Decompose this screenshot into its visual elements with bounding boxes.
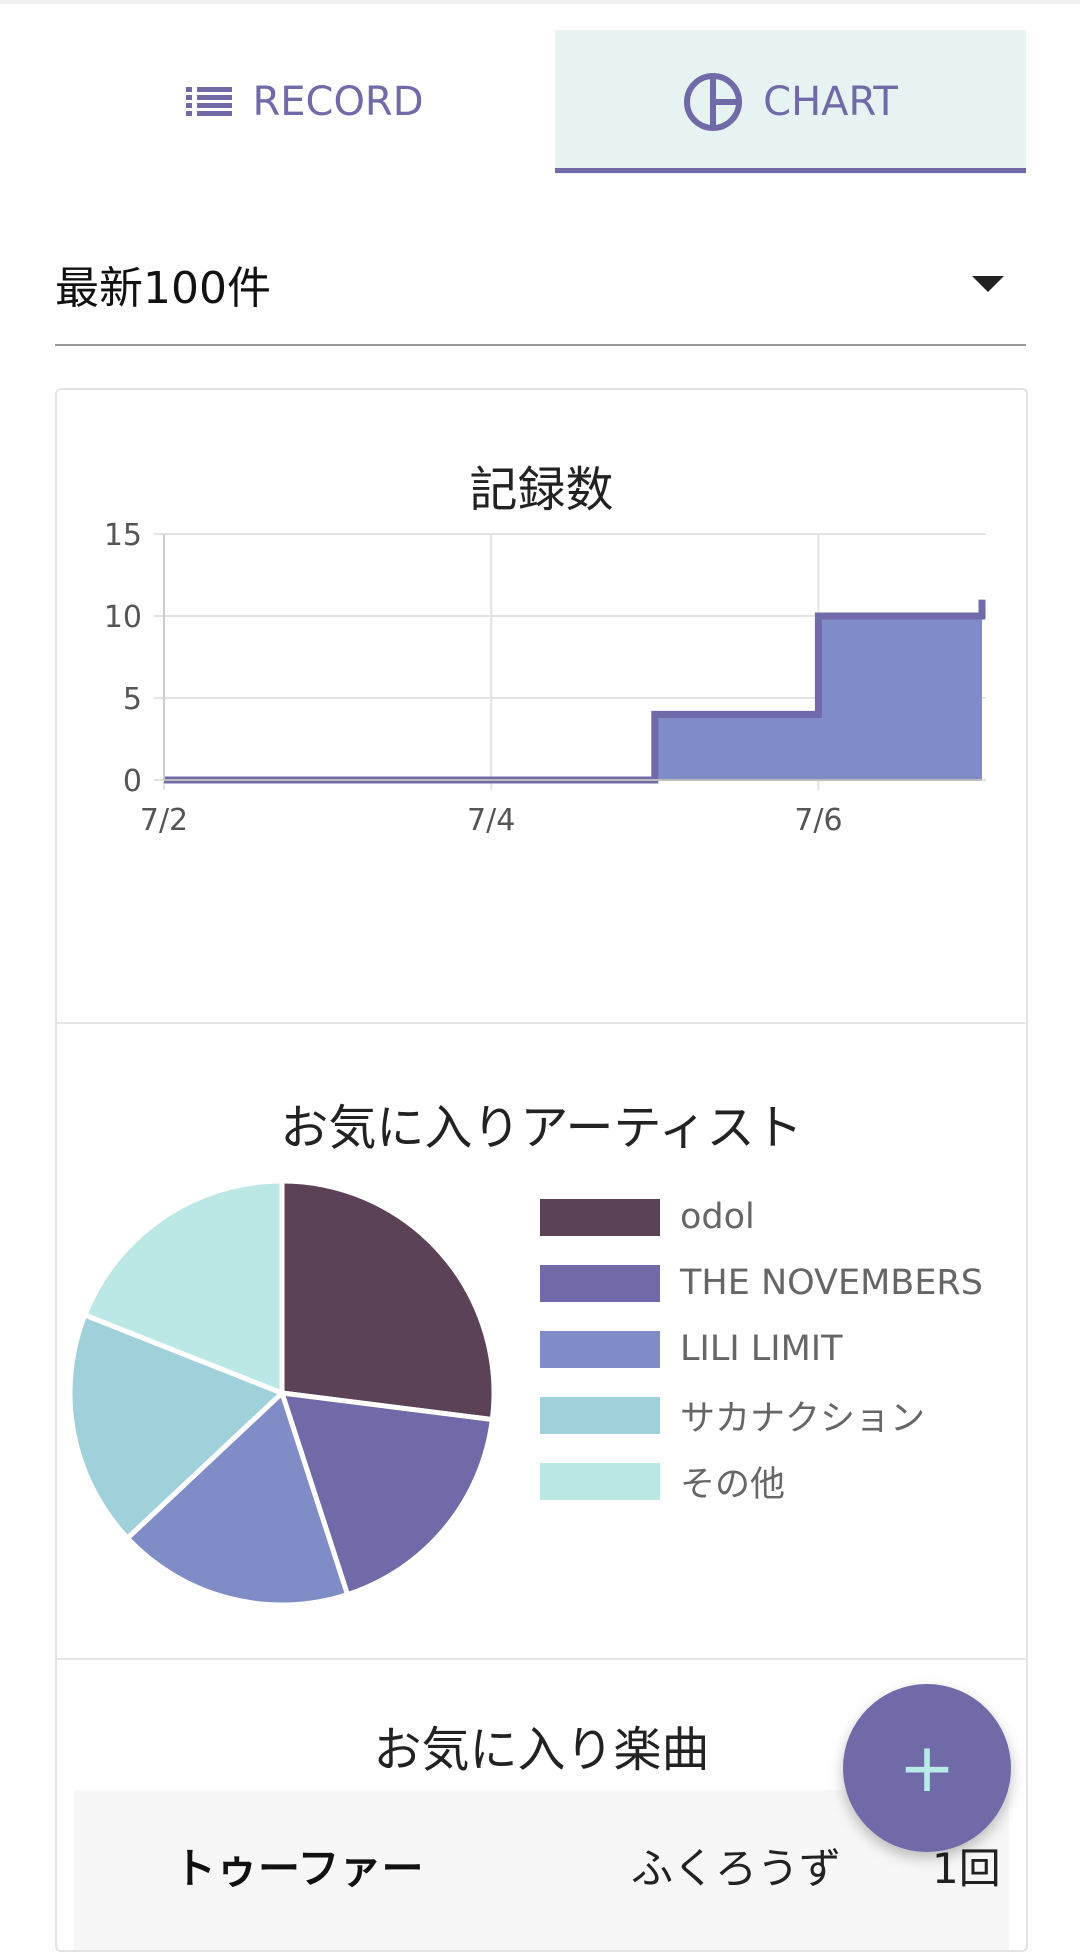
pie-slice-1	[278, 1390, 496, 1598]
x-tick-label: 7/2	[140, 803, 188, 838]
pie-slice-3	[67, 1311, 287, 1542]
legend-item: その他	[540, 1448, 983, 1514]
legend-label: THE NOVEMBERS	[680, 1263, 983, 1303]
legend-label: その他	[680, 1464, 786, 1505]
legend-label: odol	[680, 1197, 755, 1237]
plus-icon: +	[898, 1728, 956, 1808]
legend-item: サカナクション	[540, 1382, 983, 1448]
x-tick-label: 7/4	[467, 803, 515, 838]
add-record-button[interactable]: +	[843, 1684, 1011, 1852]
legend-label: サカナクション	[680, 1398, 926, 1439]
y-tick-label: 10	[104, 600, 142, 635]
range-select-value: 最新100件	[55, 263, 271, 314]
favorite-songs-title: お気に入り楽曲	[373, 1722, 710, 1778]
pie-slice-2	[123, 1388, 351, 1608]
legend-swatch	[540, 1396, 660, 1434]
top-edge	[0, 0, 1080, 4]
section-divider	[57, 1658, 1026, 1660]
legend-swatch	[540, 1264, 660, 1302]
records-chart-title: 記録数	[469, 462, 614, 518]
tab-record[interactable]: RECORD	[55, 30, 555, 174]
legend-item: LILI LIMIT	[540, 1316, 983, 1382]
legend-label: LILI LIMIT	[680, 1329, 843, 1369]
song-artist: ふくろうず	[631, 1844, 842, 1893]
pie-legend: odol THE NOVEMBERS LILI LIMIT サカナクション その…	[540, 1184, 983, 1514]
y-tick-label: 15	[104, 518, 142, 553]
tab-chart[interactable]: CHART	[555, 30, 1026, 174]
pie-slice-4	[81, 1178, 285, 1397]
legend-swatch	[540, 1198, 660, 1236]
legend-item: THE NOVEMBERS	[540, 1250, 983, 1316]
song-title: トゥーファー	[174, 1844, 424, 1893]
chart-card: 記録数 0 5 10 15 7/2 7/4 7/6 お気に入りアーティスト odol THE…	[55, 388, 1028, 1952]
y-tick-label: 5	[123, 682, 142, 717]
tab-record-label: RECORD	[252, 79, 424, 125]
list-icon	[186, 87, 233, 117]
legend-swatch	[540, 1330, 660, 1368]
tab-active-indicator	[555, 168, 1026, 173]
records-area	[164, 599, 982, 780]
records-step-chart: 0 5 10 15 7/2 7/4 7/6	[104, 518, 986, 838]
pie-chart-icon	[683, 72, 743, 132]
legend-item: odol	[540, 1184, 983, 1250]
legend-swatch	[540, 1462, 660, 1500]
favorite-artists-title: お気に入りアーティスト	[280, 1100, 803, 1156]
dropdown-arrow-icon	[972, 276, 1004, 292]
favorite-artists-pie-chart	[67, 1178, 497, 1608]
section-divider	[57, 1022, 1026, 1024]
tab-chart-label: CHART	[763, 79, 898, 125]
range-select[interactable]: 最新100件	[55, 230, 1026, 346]
x-tick-label: 7/6	[794, 803, 842, 838]
y-tick-label: 0	[123, 764, 142, 799]
song-play-count: 1回	[932, 1844, 1001, 1893]
pie-slice-0	[279, 1178, 497, 1423]
